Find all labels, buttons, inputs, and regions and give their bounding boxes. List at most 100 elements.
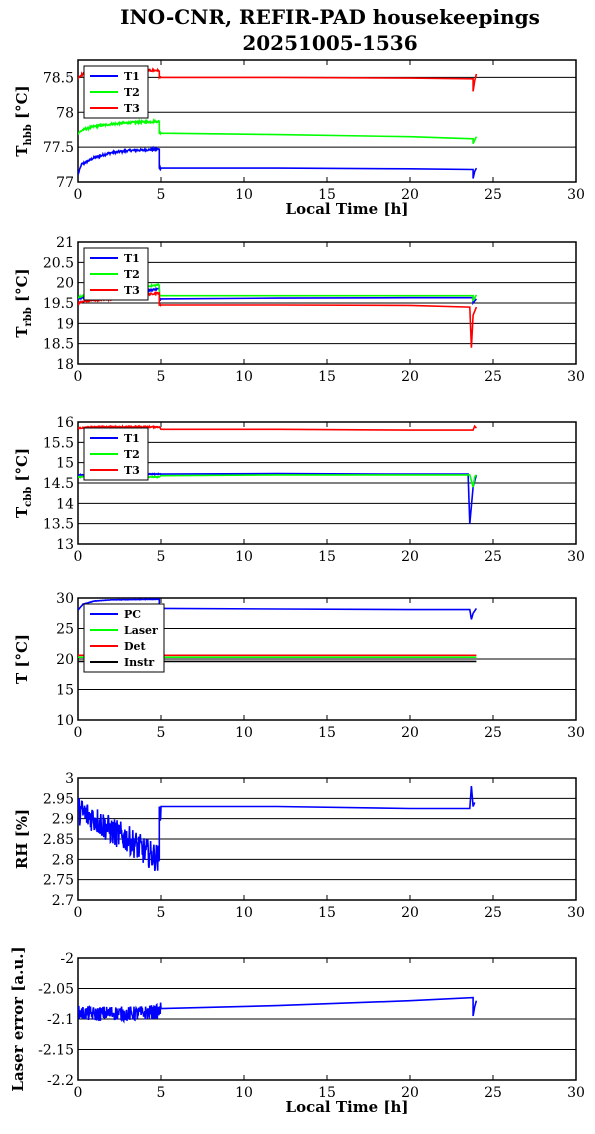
y-axis-label: Tcbb [°C] <box>13 448 34 518</box>
x-tick-label: 0 <box>74 369 83 385</box>
panel-2: 0 5 10 15 20 25 30 18 18.5 19 19.5 20 20.5 21 Trbb [°C… <box>13 235 585 385</box>
y-tick-label: 15.5 <box>43 435 74 451</box>
y-axis-label: Trbb [°C] <box>13 268 34 337</box>
legend-label-t2: T2 <box>124 448 140 461</box>
x-tick-label: 30 <box>567 187 585 203</box>
y-tick-label: 2.9 <box>52 812 74 828</box>
x-tick-label: 15 <box>318 905 336 921</box>
legend-box <box>83 603 165 673</box>
y-tick-label: -2.05 <box>38 982 74 998</box>
series-line-pc <box>78 598 478 620</box>
panel-6: 0 5 10 15 20 25 30 -2.2 -2.15 -2.1 -2.05 -2 Local Ti… <box>9 946 585 1116</box>
x-tick-label: 20 <box>401 1085 419 1101</box>
x-tick-label: 15 <box>318 549 336 565</box>
x-tick-label: 10 <box>235 905 253 921</box>
y-tick-label: 21 <box>56 235 74 251</box>
y-tick-label: 10 <box>56 713 74 729</box>
series-line-data <box>78 996 478 1024</box>
legend-label-t1: T1 <box>124 70 140 83</box>
legend-label-instr: Instr <box>124 656 154 669</box>
x-tick-label: 25 <box>484 187 502 203</box>
x-tick-label: 20 <box>401 549 419 565</box>
y-tick-label: 15 <box>56 456 74 472</box>
x-tick-label: 10 <box>235 369 253 385</box>
legend: T1 T2 T3 <box>83 65 149 119</box>
x-tick-label: 30 <box>567 549 585 565</box>
x-tick-label: 30 <box>567 1085 585 1101</box>
y-tick-label: 3 <box>65 771 74 787</box>
x-tick-label: 20 <box>401 187 419 203</box>
y-tick-label: 19 <box>56 316 74 332</box>
y-axis-label: T [°C] <box>13 634 31 684</box>
legend: T1 T2 T3 <box>83 427 149 481</box>
x-tick-label: 15 <box>318 725 336 741</box>
y-tick-label: 77 <box>56 175 74 191</box>
x-tick-label: 10 <box>235 725 253 741</box>
x-tick-label: 10 <box>235 187 253 203</box>
x-tick-label: 5 <box>157 905 166 921</box>
x-tick-label: 0 <box>74 1085 83 1101</box>
x-tick-label: 20 <box>401 905 419 921</box>
y-tick-label: 13 <box>56 537 74 553</box>
y-tick-label: 18.5 <box>43 337 74 353</box>
y-axis-label: Thbb [°C] <box>13 85 34 156</box>
x-tick-label: 0 <box>74 549 83 565</box>
series-line-t1 <box>78 472 478 524</box>
y-tick-label: 20 <box>56 276 74 292</box>
legend-label-t1: T1 <box>124 432 140 445</box>
y-tick-label: 2.7 <box>52 893 74 909</box>
legend: T1 T2 T3 <box>83 247 149 301</box>
y-tick-label: 2.95 <box>43 791 74 807</box>
x-tick-label: 25 <box>484 725 502 741</box>
figure-title-line1: INO-CNR, REFIR-PAD housekeepings <box>120 5 540 29</box>
series-line-t3 <box>78 424 478 431</box>
x-axis-label: Local Time [h] <box>286 200 409 218</box>
figure-title: INO-CNR, REFIR-PAD housekeepings 2025100… <box>0 4 595 56</box>
y-tick-label: 13.5 <box>43 517 74 533</box>
legend-label-t3: T3 <box>124 464 140 477</box>
y-tick-label: 20.5 <box>43 255 74 271</box>
x-tick-label: 15 <box>318 187 336 203</box>
y-tick-label: 2.75 <box>43 873 74 889</box>
y-tick-label: 14 <box>56 496 74 512</box>
series-line-t3 <box>78 291 478 348</box>
y-tick-label: 14.5 <box>43 476 74 492</box>
y-tick-label: 16 <box>56 415 74 431</box>
y-tick-label: -2.1 <box>47 1012 74 1028</box>
panel-5: 0 5 10 15 20 25 30 2.7 2.75 2.8 2.85 2.9 2.95 3 RH [%] <box>13 771 585 921</box>
series-line-data <box>78 786 476 871</box>
panel-4: 0 5 10 15 20 25 30 10 15 20 25 30 T [°C] PC Laser Det In… <box>13 591 585 741</box>
x-tick-label: 20 <box>401 369 419 385</box>
y-tick-label: 78 <box>56 105 74 121</box>
y-tick-label: 78.5 <box>43 70 74 86</box>
legend-label-det: Det <box>124 640 147 653</box>
legend-label-t2: T2 <box>124 86 140 99</box>
legend-label-laser: Laser <box>124 624 158 637</box>
y-tick-label: 15 <box>56 683 74 699</box>
y-tick-label: -2 <box>60 951 74 967</box>
legend-label-t1: T1 <box>124 252 140 265</box>
panel-3: 0 5 10 15 20 25 30 13 13.5 14 14.5 15 15.5 16 Tcbb [°C… <box>13 415 585 565</box>
y-tick-label: 30 <box>56 591 74 607</box>
y-tick-label: 77.5 <box>43 140 74 156</box>
y-tick-label: 19.5 <box>43 296 74 312</box>
x-tick-label: 25 <box>484 1085 502 1101</box>
x-tick-label: 10 <box>235 549 253 565</box>
x-tick-label: 5 <box>157 725 166 741</box>
x-tick-label: 30 <box>567 905 585 921</box>
legend: PC Laser Det Instr <box>83 603 165 673</box>
y-tick-label: 18 <box>56 357 74 373</box>
legend-label-pc: PC <box>124 608 141 621</box>
x-tick-label: 25 <box>484 905 502 921</box>
x-tick-label: 0 <box>74 187 83 203</box>
y-tick-label: 25 <box>56 622 74 638</box>
y-tick-label: 2.8 <box>52 852 74 868</box>
y-tick-label: 2.85 <box>43 832 74 848</box>
series-line-t1 <box>78 145 478 179</box>
x-tick-label: 20 <box>401 725 419 741</box>
panel-1: 0 5 10 15 20 25 30 77 77.5 78 78.5 Local Time [h] Th… <box>13 59 585 218</box>
x-tick-label: 30 <box>567 369 585 385</box>
legend-label-t3: T3 <box>124 102 140 115</box>
y-tick-label: -2.15 <box>38 1043 74 1059</box>
x-tick-label: 10 <box>235 1085 253 1101</box>
